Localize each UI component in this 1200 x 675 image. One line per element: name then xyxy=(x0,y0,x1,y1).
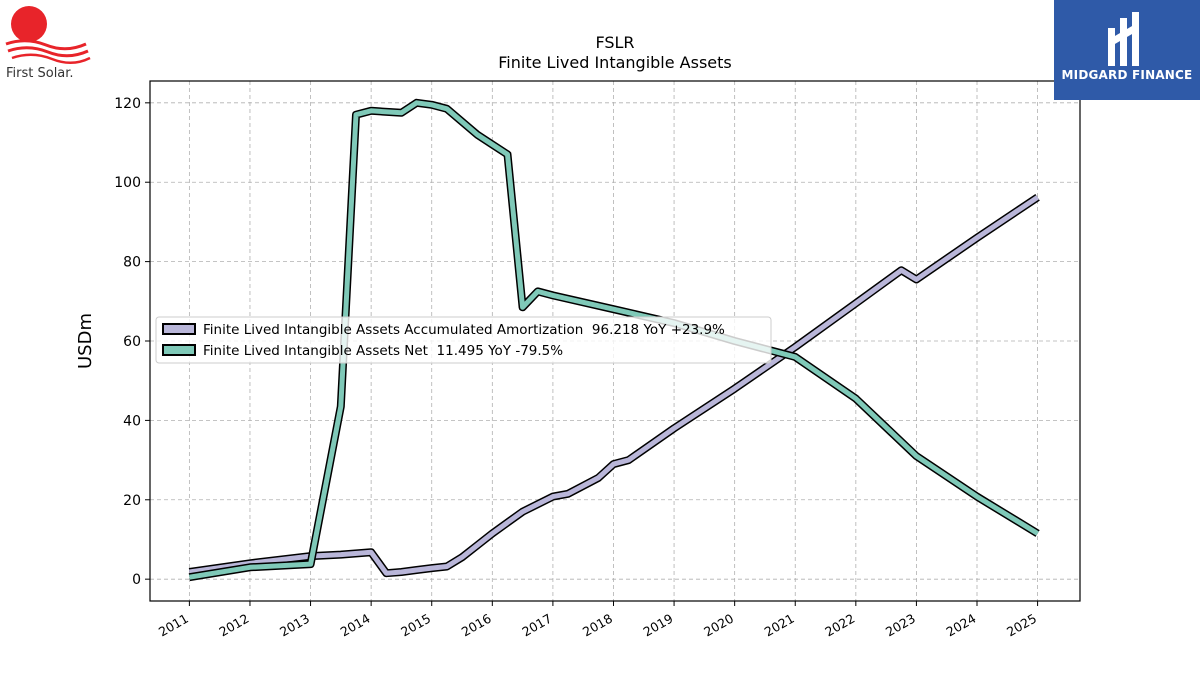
first-solar-wordmark: First Solar. xyxy=(6,66,74,81)
midgard-finance-wordmark: MIDGARD FINANCE xyxy=(1061,68,1193,82)
y-tick-label: 120 xyxy=(114,96,141,112)
x-tick-label: 2024 xyxy=(943,611,978,640)
midgard-finance-logo-icon xyxy=(1108,12,1139,66)
x-tick-label: 2025 xyxy=(1004,611,1039,640)
series-line-0 xyxy=(188,193,1040,578)
legend-swatch-net xyxy=(162,344,196,356)
x-tick-label: 2017 xyxy=(519,611,554,640)
legend-label-amortization: Finite Lived Intangible Assets Accumulat… xyxy=(203,322,725,338)
midgard-finance-logo: MIDGARD FINANCE xyxy=(1054,0,1200,100)
x-tick-label: 2023 xyxy=(883,611,918,640)
y-tick-label: 60 xyxy=(123,334,141,350)
axis-ticks: 2011 2012 2013 2014 2015 2016 2017 2018 2019 2020… xyxy=(114,96,1039,640)
x-tick-label: 2016 xyxy=(459,611,494,640)
y-tick-label: 100 xyxy=(114,175,141,191)
x-tick-label: 2022 xyxy=(822,611,857,640)
legend-frame xyxy=(155,316,772,364)
first-solar-logo: First Solar. xyxy=(4,4,100,88)
series-line-1 xyxy=(188,98,1040,582)
series-line-fill xyxy=(188,100,1039,580)
x-tick-label: 2020 xyxy=(701,611,736,640)
x-tick-label: 2021 xyxy=(762,611,797,640)
x-tick-label: 2012 xyxy=(216,611,251,640)
chart-title: FSLR xyxy=(595,33,634,52)
y-axis-label: USDm xyxy=(75,313,96,369)
x-tick-label: 2015 xyxy=(398,611,433,640)
x-tick-label: 2011 xyxy=(156,611,191,640)
series-lines xyxy=(188,98,1040,582)
x-tick-label: 2019 xyxy=(641,611,676,640)
legend-swatch-amortization xyxy=(162,323,196,335)
x-tick-label: 2018 xyxy=(580,611,615,640)
y-tick-label: 40 xyxy=(123,413,141,429)
x-tick-label: 2013 xyxy=(277,611,312,640)
y-tick-label: 80 xyxy=(123,255,141,271)
chart-subtitle: Finite Lived Intangible Assets xyxy=(498,53,731,72)
y-tick-label: 0 xyxy=(132,572,141,588)
y-tick-label: 20 xyxy=(123,493,141,509)
first-solar-sun-icon xyxy=(5,6,91,64)
legend-label-net: Finite Lived Intangible Assets Net 11.49… xyxy=(203,343,563,359)
x-tick-label: 2014 xyxy=(338,611,373,640)
series-line-fill xyxy=(189,195,1039,576)
legend: Finite Lived Intangible Assets Accumulat… xyxy=(155,316,772,364)
